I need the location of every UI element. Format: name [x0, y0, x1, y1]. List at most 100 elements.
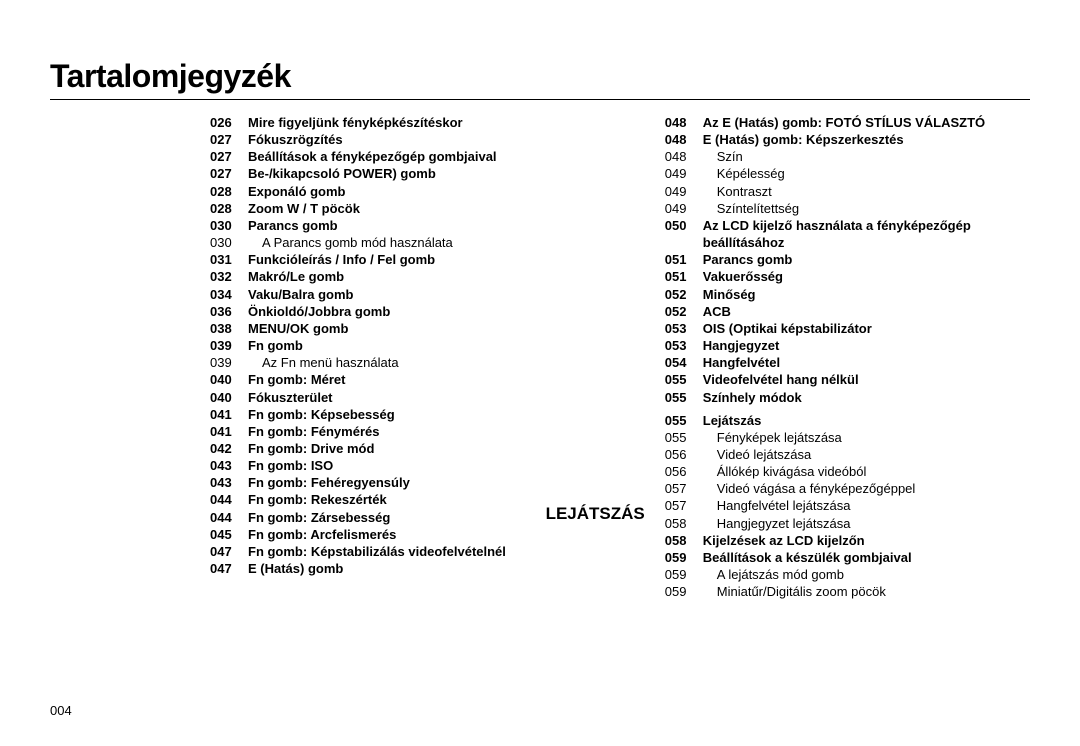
toc-entry-title: Parancs gomb: [248, 217, 515, 234]
toc-entry: 032Makró/Le gomb: [210, 268, 515, 285]
toc-entry: 057Videó vágása a fényképezőgéppel: [665, 480, 1030, 497]
toc-entry-title: Lejátszás: [703, 412, 1030, 429]
toc-entry: 058Hangjegyzet lejátszása: [665, 515, 1030, 532]
toc-entry-page: 051: [665, 251, 703, 268]
toc-entry: 043Fn gomb: ISO: [210, 457, 515, 474]
toc-entry-page: 039: [210, 337, 248, 354]
toc-entry-title: Állókép kivágása videóból: [703, 463, 1030, 480]
toc-entry-page: 044: [210, 491, 248, 508]
toc-entry-title: Fn gomb: Méret: [248, 371, 515, 388]
toc-entry-page: 056: [665, 446, 703, 463]
toc-entry-title: E (Hatás) gomb: Képszerkesztés: [703, 131, 1030, 148]
toc-entry-title: Az E (Hatás) gomb: FOTÓ STÍLUS VÁLASZTÓ: [703, 114, 1030, 131]
toc-entry: 027Be-/kikapcsoló POWER) gomb: [210, 165, 515, 182]
toc-entry: 053OIS (Optikai képstabilizátor: [665, 320, 1030, 337]
toc-entry: 027Beállítások a fényképezőgép gombjaiva…: [210, 148, 515, 165]
columns: 026Mire figyeljünk fényképkészítéskor 027…: [50, 114, 1030, 600]
toc-entry-title: Kontraszt: [703, 183, 1030, 200]
toc-entry: 034Vaku/Balra gomb: [210, 286, 515, 303]
toc-entry-title: Fn gomb: Képsebesség: [248, 406, 515, 423]
toc-entry-page: 052: [665, 286, 703, 303]
toc-entry-title: ACB: [703, 303, 1030, 320]
toc-entry: 057Hangfelvétel lejátszása: [665, 497, 1030, 514]
toc-entry-title: Mire figyeljünk fényképkészítéskor: [248, 114, 515, 131]
toc-entry: 059A lejátszás mód gomb: [665, 566, 1030, 583]
toc-entry-title: Színhely módok: [703, 389, 1030, 406]
toc-entry-title: Vakuerősség: [703, 268, 1030, 285]
toc-entry-page: 055: [665, 389, 703, 406]
toc-entry-title: Vaku/Balra gomb: [248, 286, 515, 303]
toc-entry-page: 049: [665, 165, 703, 182]
toc-entry-page: 049: [665, 183, 703, 200]
toc-entry-title: Képélesség: [703, 165, 1030, 182]
toc-entry: 026Mire figyeljünk fényképkészítéskor: [210, 114, 515, 131]
toc-entry: 043Fn gomb: Fehéregyensúly: [210, 474, 515, 491]
toc-entry-page: 036: [210, 303, 248, 320]
toc-entry-page: 030: [210, 217, 248, 234]
toc-entry-page: 027: [210, 165, 248, 182]
toc-entry: 052Minőség: [665, 286, 1030, 303]
toc-entry-page: 047: [210, 543, 248, 560]
toc-entry-title: Parancs gomb: [703, 251, 1030, 268]
toc-entry: 056Állókép kivágása videóból: [665, 463, 1030, 480]
toc-entry-title: Exponáló gomb: [248, 183, 515, 200]
toc-entry: 055Fényképek lejátszása: [665, 429, 1030, 446]
toc-entry-title: Fn gomb: Fehéregyensúly: [248, 474, 515, 491]
toc-entry-title: Fn gomb: Rekeszérték: [248, 491, 515, 508]
toc-entry: 049Képélesség: [665, 165, 1030, 182]
toc-entry-page: 028: [210, 183, 248, 200]
toc-entry: 044Fn gomb: Zársebesség: [210, 509, 515, 526]
toc-entry-page: 054: [665, 354, 703, 371]
toc-entry-page: 043: [210, 474, 248, 491]
toc-entry-title: Zoom W / T pöcök: [248, 200, 515, 217]
toc-entry-title: Hangjegyzet lejátszása: [703, 515, 1030, 532]
toc-entry-page: 031: [210, 251, 248, 268]
toc-entry-title: Makró/Le gomb: [248, 268, 515, 285]
toc-entry-page: 028: [210, 200, 248, 217]
toc-entry: 044Fn gomb: Rekeszérték: [210, 491, 515, 508]
toc-entry-page: 042: [210, 440, 248, 457]
toc-entry-page: 026: [210, 114, 248, 131]
toc-entry: 031Funkcióleírás / Info / Fel gomb: [210, 251, 515, 268]
toc-title: Tartalomjegyzék: [50, 58, 1030, 95]
toc-entry-page: 032: [210, 268, 248, 285]
toc-entry: 028Exponáló gomb: [210, 183, 515, 200]
toc-entry-page: 057: [665, 497, 703, 514]
toc-entry: 049Színtelítettség: [665, 200, 1030, 217]
toc-entry: 028Zoom W / T pöcök: [210, 200, 515, 217]
toc-entry-title: Fn gomb: Fénymérés: [248, 423, 515, 440]
toc-entry-title: Fn gomb: Drive mód: [248, 440, 515, 457]
toc-entry-page: 053: [665, 320, 703, 337]
toc-entry-page: 043: [210, 457, 248, 474]
toc-entry: 038MENU/OK gomb: [210, 320, 515, 337]
toc-entry: 055Lejátszás: [665, 412, 1030, 429]
toc-entry-title: Be-/kikapcsoló POWER) gomb: [248, 165, 515, 182]
toc-entry-title: Fn gomb: [248, 337, 515, 354]
toc-entry: 054Hangfelvétel: [665, 354, 1030, 371]
toc-entry-title: Videó lejátszása: [703, 446, 1030, 463]
toc-entry-page: 039: [210, 354, 248, 371]
toc-entry-page: 041: [210, 406, 248, 423]
toc-entry-title: Hangjegyzet: [703, 337, 1030, 354]
toc-entry: 059Beállítások a készülék gombjaival: [665, 549, 1030, 566]
toc-entry: 051Parancs gomb: [665, 251, 1030, 268]
toc-entry: 048Az E (Hatás) gomb: FOTÓ STÍLUS VÁLASZ…: [665, 114, 1030, 131]
toc-entry-page: 048: [665, 114, 703, 131]
toc-entry-title: Az Fn menü használata: [248, 354, 515, 371]
toc-entry: 041Fn gomb: Fénymérés: [210, 423, 515, 440]
toc-entry: 045Fn gomb: Arcfelismerés: [210, 526, 515, 543]
toc-entry-title: Minőség: [703, 286, 1030, 303]
page-number: 004: [50, 703, 72, 718]
toc-entry: 055Színhely módok: [665, 389, 1030, 406]
toc-entry-title: A lejátszás mód gomb: [703, 566, 1030, 583]
toc-entry-title: Színtelítettség: [703, 200, 1030, 217]
toc-entry-page: 048: [665, 131, 703, 148]
toc-entry-page: 058: [665, 515, 703, 532]
toc-entry: 047E (Hatás) gomb: [210, 560, 515, 577]
toc-entry-page: 047: [210, 560, 248, 577]
toc-entry: 030Parancs gomb: [210, 217, 515, 234]
toc-entry-page: 055: [665, 371, 703, 388]
toc-entry-page: 058: [665, 532, 703, 549]
toc-entry-title: Fényképek lejátszása: [703, 429, 1030, 446]
toc-entry: 040Fókuszterület: [210, 389, 515, 406]
